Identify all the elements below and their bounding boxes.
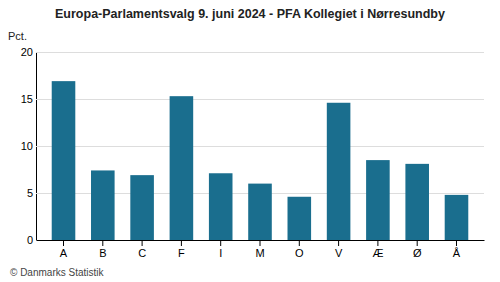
- title: Europa-Parlamentsvalg 9. juni 2024 - PFA…: [55, 7, 445, 21]
- y-tick: 15: [21, 93, 484, 105]
- grid-line: [36, 146, 484, 147]
- x-tick-line: [181, 240, 182, 246]
- bars: [52, 81, 469, 240]
- x-tick-label: Æ: [372, 247, 383, 259]
- x-tick-label: M: [255, 247, 264, 259]
- x-tick-line: [142, 240, 143, 246]
- bar: [445, 195, 469, 240]
- bar: [248, 184, 272, 240]
- y-tick-label: 0: [27, 234, 33, 246]
- x-tick-line: [260, 240, 261, 246]
- bar: [130, 175, 154, 240]
- grid-line: [36, 52, 484, 53]
- x-tick-label: C: [138, 247, 146, 259]
- y-tick: 10: [21, 140, 484, 152]
- bar: [209, 173, 233, 240]
- x-tick-label: I: [219, 247, 222, 259]
- grid-line: [36, 99, 484, 100]
- x-tick-line: [417, 240, 418, 246]
- x-tick: Å: [453, 240, 461, 259]
- x-tick-line: [63, 240, 64, 246]
- bar: [366, 160, 390, 240]
- x-tick: C: [138, 240, 146, 259]
- x-tick: B: [99, 240, 106, 259]
- bar: [91, 170, 115, 240]
- plot: 0 5 10 15 20 A B C F I M O V Æ Ø Å Pct.: [8, 30, 485, 259]
- x-tick-label: V: [335, 247, 343, 259]
- x-tick: Æ: [372, 240, 383, 259]
- x-tick: M: [255, 240, 264, 259]
- x-tick-line: [299, 240, 300, 246]
- bar: [405, 164, 429, 240]
- x-tick-line: [456, 240, 457, 246]
- x-tick-label: Å: [453, 247, 461, 259]
- x-tick-line: [220, 240, 221, 246]
- y-label: Pct.: [8, 30, 27, 42]
- chart: Europa-Parlamentsvalg 9. juni 2024 - PFA…: [0, 0, 500, 282]
- y-tick: 20: [21, 46, 484, 58]
- x-tick-label: B: [99, 247, 106, 259]
- y-tick-label: 10: [21, 140, 33, 152]
- x-tick-label: O: [295, 247, 304, 259]
- bar: [170, 96, 194, 240]
- bar: [327, 103, 351, 240]
- x-axis: ABCFIMOVÆØÅ: [37, 240, 485, 259]
- y-tick-label: 20: [21, 46, 33, 58]
- y-axis: 0 5 10 15 20: [21, 46, 484, 246]
- x-tick-line: [377, 240, 378, 246]
- x-tick-line: [102, 240, 103, 246]
- bar: [52, 81, 76, 240]
- x-tick-label: Ø: [413, 247, 422, 259]
- bar: [288, 197, 312, 240]
- x-tick: A: [60, 240, 68, 259]
- y-tick-label: 15: [21, 93, 33, 105]
- x-tick: Ø: [413, 240, 422, 259]
- x-tick-label: A: [60, 247, 68, 259]
- x-tick: F: [178, 240, 185, 259]
- footer: © Danmarks Statistik: [10, 267, 105, 278]
- x-tick: O: [295, 240, 304, 259]
- x-tick-line: [338, 240, 339, 246]
- y-tick-label: 5: [27, 187, 33, 199]
- x-tick-label: F: [178, 247, 185, 259]
- x-tick: V: [335, 240, 343, 259]
- x-tick: I: [219, 240, 222, 259]
